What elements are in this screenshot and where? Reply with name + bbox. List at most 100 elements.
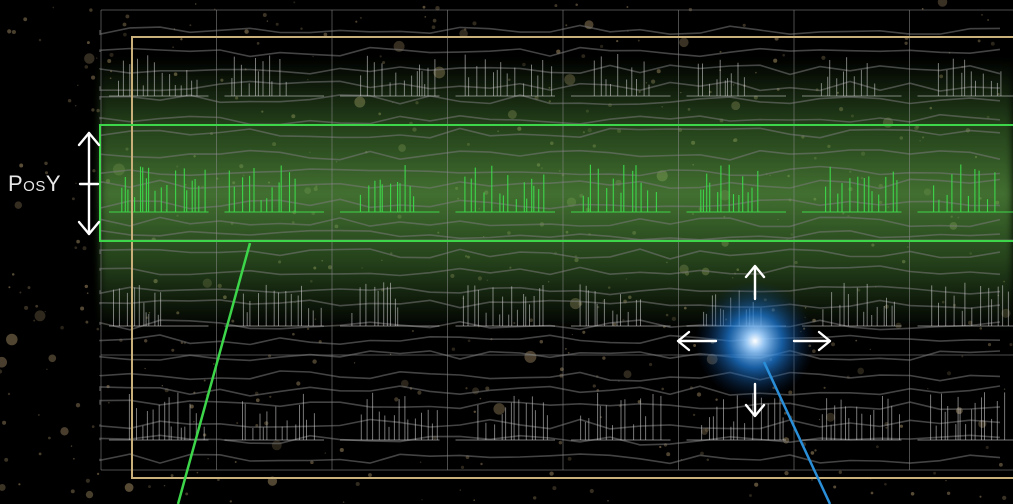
dust-particle bbox=[549, 471, 554, 476]
dust-particle bbox=[74, 104, 77, 107]
dust-particle bbox=[784, 470, 789, 476]
dust-particle bbox=[24, 305, 29, 310]
dust-particle bbox=[91, 75, 96, 80]
dust-particle bbox=[144, 339, 148, 343]
dust-particle bbox=[979, 495, 982, 498]
dust-particle bbox=[7, 392, 11, 396]
dust-particle bbox=[810, 478, 814, 481]
wave-line bbox=[99, 334, 1001, 346]
dust-particle bbox=[48, 354, 57, 363]
dust-particle bbox=[927, 387, 929, 390]
dust-particle bbox=[870, 491, 874, 495]
dust-particle bbox=[661, 387, 664, 391]
four-direction-arrows-icon[interactable] bbox=[676, 264, 832, 418]
dust-particle bbox=[262, 13, 267, 17]
dust-particle bbox=[679, 37, 689, 48]
dust-particle bbox=[565, 24, 568, 27]
wave-line bbox=[99, 385, 1001, 397]
dust-particle bbox=[810, 451, 815, 455]
dust-particle bbox=[473, 410, 477, 414]
dust-particle bbox=[582, 330, 586, 334]
wave-line bbox=[99, 370, 1001, 382]
dust-particle bbox=[255, 424, 259, 427]
dust-particle bbox=[422, 5, 426, 9]
dust-particle bbox=[464, 28, 467, 31]
dust-particle bbox=[207, 458, 209, 460]
dust-particle bbox=[592, 384, 596, 388]
dust-particle bbox=[985, 445, 989, 450]
dust-particle bbox=[419, 461, 422, 463]
dust-particle bbox=[649, 362, 653, 367]
dust-particle bbox=[465, 387, 468, 390]
dust-particle bbox=[23, 17, 28, 22]
dust-particle bbox=[229, 500, 232, 503]
wave-line bbox=[99, 229, 1001, 241]
dust-particle bbox=[869, 348, 871, 351]
dust-particle bbox=[293, 1, 296, 4]
dust-particle bbox=[172, 46, 174, 48]
dust-particle bbox=[85, 478, 91, 483]
dust-particle bbox=[831, 342, 835, 347]
wave-line bbox=[99, 198, 1001, 210]
dust-particle bbox=[324, 452, 327, 454]
wave-line bbox=[99, 24, 1001, 36]
dust-particle bbox=[91, 108, 95, 112]
dust-particle bbox=[339, 447, 344, 453]
dust-particle bbox=[67, 98, 72, 103]
wave-line bbox=[99, 265, 1001, 277]
dust-particle bbox=[946, 491, 951, 495]
wave-line bbox=[99, 94, 1001, 106]
wave-line bbox=[99, 216, 1001, 228]
dust-particle bbox=[77, 84, 79, 87]
dust-particle bbox=[961, 355, 964, 358]
double-headed-vertical-arrow-icon[interactable] bbox=[77, 131, 101, 236]
dust-particle bbox=[355, 481, 360, 487]
dust-particle bbox=[74, 246, 78, 250]
dust-particle bbox=[107, 401, 110, 404]
dust-particle bbox=[0, 369, 3, 374]
dust-particle bbox=[44, 161, 48, 166]
posy-label: PosY bbox=[8, 171, 62, 196]
dust-particle bbox=[48, 436, 51, 440]
dust-particle bbox=[33, 319, 36, 322]
dust-particle bbox=[472, 21, 477, 26]
dust-particle bbox=[19, 291, 22, 294]
dust-particle bbox=[109, 52, 114, 57]
dust-particle bbox=[84, 284, 89, 289]
dust-particle bbox=[539, 340, 544, 344]
highlighted-signal-spikes bbox=[109, 164, 1013, 213]
dust-particle bbox=[855, 339, 858, 342]
dust-particle bbox=[567, 351, 570, 354]
dust-particle bbox=[189, 404, 194, 409]
dust-particle bbox=[148, 485, 151, 489]
dust-particle bbox=[921, 8, 924, 10]
dust-particle bbox=[84, 65, 89, 69]
cursor-glow[interactable] bbox=[695, 281, 815, 401]
dust-particle bbox=[89, 8, 93, 12]
dust-particle bbox=[1003, 388, 1006, 390]
dust-particle bbox=[493, 403, 505, 415]
dust-particle bbox=[353, 362, 356, 364]
dust-particle bbox=[85, 490, 94, 499]
dust-particle bbox=[355, 20, 358, 23]
dust-particle bbox=[170, 474, 174, 478]
dust-particle bbox=[75, 182, 77, 184]
wave-line bbox=[99, 349, 1001, 362]
dust-particle bbox=[11, 29, 16, 35]
wave-line bbox=[99, 178, 1001, 190]
dust-particle bbox=[910, 492, 915, 496]
dust-particle bbox=[217, 478, 220, 482]
dust-particle bbox=[558, 440, 563, 445]
dust-particle bbox=[85, 320, 89, 324]
dust-particle bbox=[581, 54, 586, 58]
dust-particle bbox=[666, 452, 671, 457]
dust-particle bbox=[749, 494, 752, 497]
dust-particle bbox=[696, 392, 702, 397]
dust-particle bbox=[189, 24, 192, 27]
dust-particle bbox=[27, 286, 31, 290]
dust-particle bbox=[589, 488, 594, 494]
dust-particle bbox=[271, 440, 282, 451]
dust-particle bbox=[742, 23, 746, 27]
dust-particle bbox=[7, 29, 12, 34]
